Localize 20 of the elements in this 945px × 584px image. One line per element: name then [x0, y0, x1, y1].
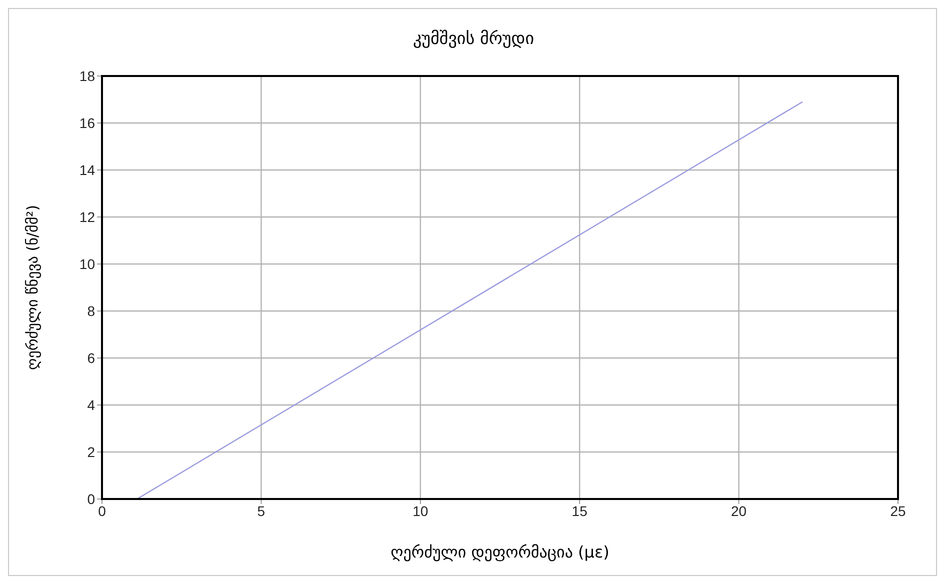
x-axis-title: ღერძული დეფორმაცია (με) [390, 542, 610, 562]
y-tick-label: 0 [87, 490, 96, 507]
x-tick-label: 15 [572, 502, 588, 519]
y-tick-label: 6 [87, 350, 96, 366]
x-tick-label: 0 [98, 502, 106, 519]
chart-title: კუმშვის მრუდი [412, 29, 536, 49]
x-tick-label: 5 [257, 502, 266, 519]
x-tick-label: 25 [890, 502, 906, 519]
y-tick-label: 10 [79, 256, 96, 272]
y-tick-label: 16 [79, 114, 96, 131]
y-tick-label: 14 [79, 162, 96, 178]
y-axis-title: ღერძული წნევა (ნ/მმ²) [23, 204, 42, 370]
x-tick-label: 10 [412, 502, 428, 519]
y-tick-label: 18 [79, 68, 96, 84]
y-tick-label: 12 [79, 208, 96, 225]
y-tick-label: 8 [87, 302, 96, 319]
chart-border: კუმშვის მრუდი 0 5 10 15 20 25 ღერძული დეფორმაცია (με) 0 2 4 6 8 10 12 14 16 18 ღერძული წნევა (ნ/მმ²) [8, 8, 937, 576]
y-tick-label: 2 [87, 444, 96, 460]
y-tick-label: 4 [87, 396, 96, 413]
x-tick-label: 20 [731, 502, 747, 519]
